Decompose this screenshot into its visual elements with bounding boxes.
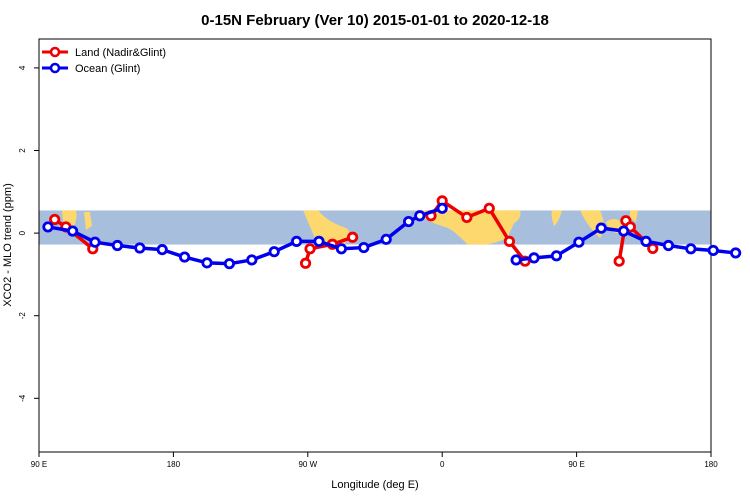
y-tick-label: -2 xyxy=(18,312,27,320)
data-point xyxy=(299,257,312,269)
x-tick-label: 180 xyxy=(167,460,181,469)
land-shapes xyxy=(62,210,638,245)
data-point xyxy=(89,236,101,248)
data-point xyxy=(179,251,191,263)
data-point xyxy=(335,243,347,255)
data-point xyxy=(402,215,415,228)
landmass-india-tip xyxy=(551,210,562,226)
legend-label-land: Land (Nadir&Glint) xyxy=(75,47,166,59)
data-point xyxy=(461,211,473,224)
data-point xyxy=(67,225,79,237)
series-layer xyxy=(42,195,742,270)
y-axis-label: XCO2 - MLO trend (ppm) xyxy=(2,183,14,306)
data-point xyxy=(662,239,675,252)
data-point xyxy=(730,247,742,259)
data-point xyxy=(134,242,146,254)
data-point xyxy=(156,244,168,256)
landmass-west-island-2 xyxy=(84,212,92,230)
chart-title: 0-15N February (Ver 10) 2015-01-01 to 20… xyxy=(201,12,549,29)
data-point xyxy=(528,252,540,264)
data-point xyxy=(613,255,625,267)
data-point xyxy=(483,202,495,214)
data-point xyxy=(640,235,652,247)
y-tick-label: -4 xyxy=(18,394,27,402)
data-point xyxy=(290,235,303,247)
data-point xyxy=(550,250,563,262)
data-point xyxy=(436,202,448,214)
data-point xyxy=(313,235,325,247)
x-tick-label: 90 E xyxy=(31,460,47,469)
landmass-south-america xyxy=(303,210,350,245)
data-point xyxy=(380,233,392,245)
data-point xyxy=(111,239,124,252)
landmass-arabia xyxy=(506,210,521,224)
data-point xyxy=(503,235,515,247)
series-line xyxy=(303,235,354,264)
data-point xyxy=(685,243,697,255)
data-point xyxy=(304,243,316,255)
legend-marker-ocean xyxy=(49,62,61,74)
data-point xyxy=(42,221,54,233)
x-tick-label: 90 E xyxy=(568,460,584,469)
y-tick-label: 4 xyxy=(18,65,27,70)
data-point xyxy=(246,254,258,266)
data-point xyxy=(201,257,213,269)
data-point xyxy=(49,213,61,226)
legend-label-ocean: Ocean (Glint) xyxy=(75,63,140,75)
x-tick-label: 90 W xyxy=(298,460,317,469)
data-point xyxy=(358,241,370,254)
data-point xyxy=(595,222,607,234)
data-point xyxy=(618,225,630,237)
legend: Land (Nadir&Glint) Ocean (Glint) xyxy=(42,46,166,75)
y-tick-label: 0 xyxy=(18,230,27,235)
x-tick-label: 180 xyxy=(704,460,718,469)
data-point xyxy=(346,231,359,243)
x-axis-label: Longitude (deg E) xyxy=(331,479,418,491)
y-tick-label: 2 xyxy=(18,148,27,153)
landmass-philippines xyxy=(630,210,638,222)
series-ocean xyxy=(42,202,742,270)
data-point xyxy=(510,254,522,266)
data-point xyxy=(573,236,585,248)
data-point xyxy=(707,244,719,257)
y-axis: -4 -2 0 2 4 xyxy=(18,65,39,402)
landmass-africa xyxy=(415,210,518,245)
data-point xyxy=(223,258,235,270)
x-axis: 90 E 180 90 W 0 90 E 180 xyxy=(31,452,718,469)
legend-marker-land xyxy=(49,46,61,58)
data-point xyxy=(268,246,280,258)
x-tick-label: 0 xyxy=(440,460,445,469)
data-point xyxy=(414,210,426,222)
